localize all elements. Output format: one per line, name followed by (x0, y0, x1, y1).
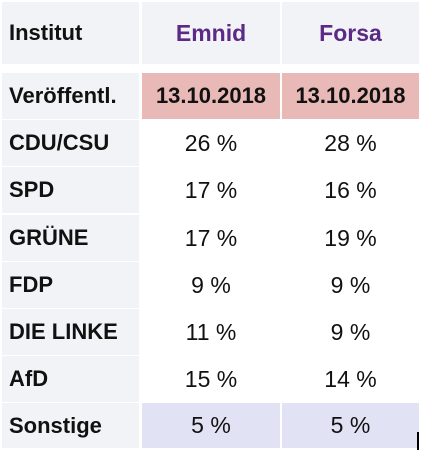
forsa-value: 9 % (282, 309, 419, 355)
party-label: SPD (2, 167, 139, 213)
emnid-value: 15 % (142, 356, 280, 402)
table-row: SPD 17 % 16 % (0, 167, 422, 213)
published-label: Veröffentl. (2, 73, 139, 119)
emnid-value: 26 % (142, 120, 280, 166)
party-label: DIE LINKE (2, 309, 139, 355)
institute-header: Institut (2, 2, 139, 64)
forsa-value: 14 % (282, 356, 419, 402)
forsa-value: 9 % (282, 262, 419, 308)
forsa-value: 19 % (282, 215, 419, 261)
emnid-date: 13.10.2018 (142, 73, 280, 119)
edge-divider (417, 432, 419, 450)
emnid-others-value: 5 % (142, 403, 280, 448)
others-row: Sonstige 5 % 5 % (0, 403, 422, 448)
party-label: AfD (2, 356, 139, 402)
table-row: CDU/CSU 26 % 28 % (0, 120, 422, 166)
header-row: Institut Emnid Forsa (0, 2, 422, 64)
forsa-value: 16 % (282, 167, 419, 213)
table-row: FDP 9 % 9 % (0, 262, 422, 308)
party-label: FDP (2, 262, 139, 308)
party-label: GRÜNE (2, 215, 139, 261)
emnid-value: 11 % (142, 309, 280, 355)
emnid-value: 9 % (142, 262, 280, 308)
table-row: AfD 15 % 14 % (0, 356, 422, 402)
table-row: GRÜNE 17 % 19 % (0, 215, 422, 261)
emnid-header: Emnid (142, 2, 280, 64)
emnid-value: 17 % (142, 167, 280, 213)
forsa-value: 28 % (282, 120, 419, 166)
published-row: Veröffentl. 13.10.2018 13.10.2018 (0, 73, 422, 119)
forsa-date: 13.10.2018 (282, 73, 419, 119)
forsa-others-value: 5 % (282, 403, 419, 448)
emnid-value: 17 % (142, 215, 280, 261)
forsa-header: Forsa (282, 2, 419, 64)
others-label: Sonstige (2, 403, 139, 448)
party-label: CDU/CSU (2, 120, 139, 166)
table-row: DIE LINKE 11 % 9 % (0, 309, 422, 355)
